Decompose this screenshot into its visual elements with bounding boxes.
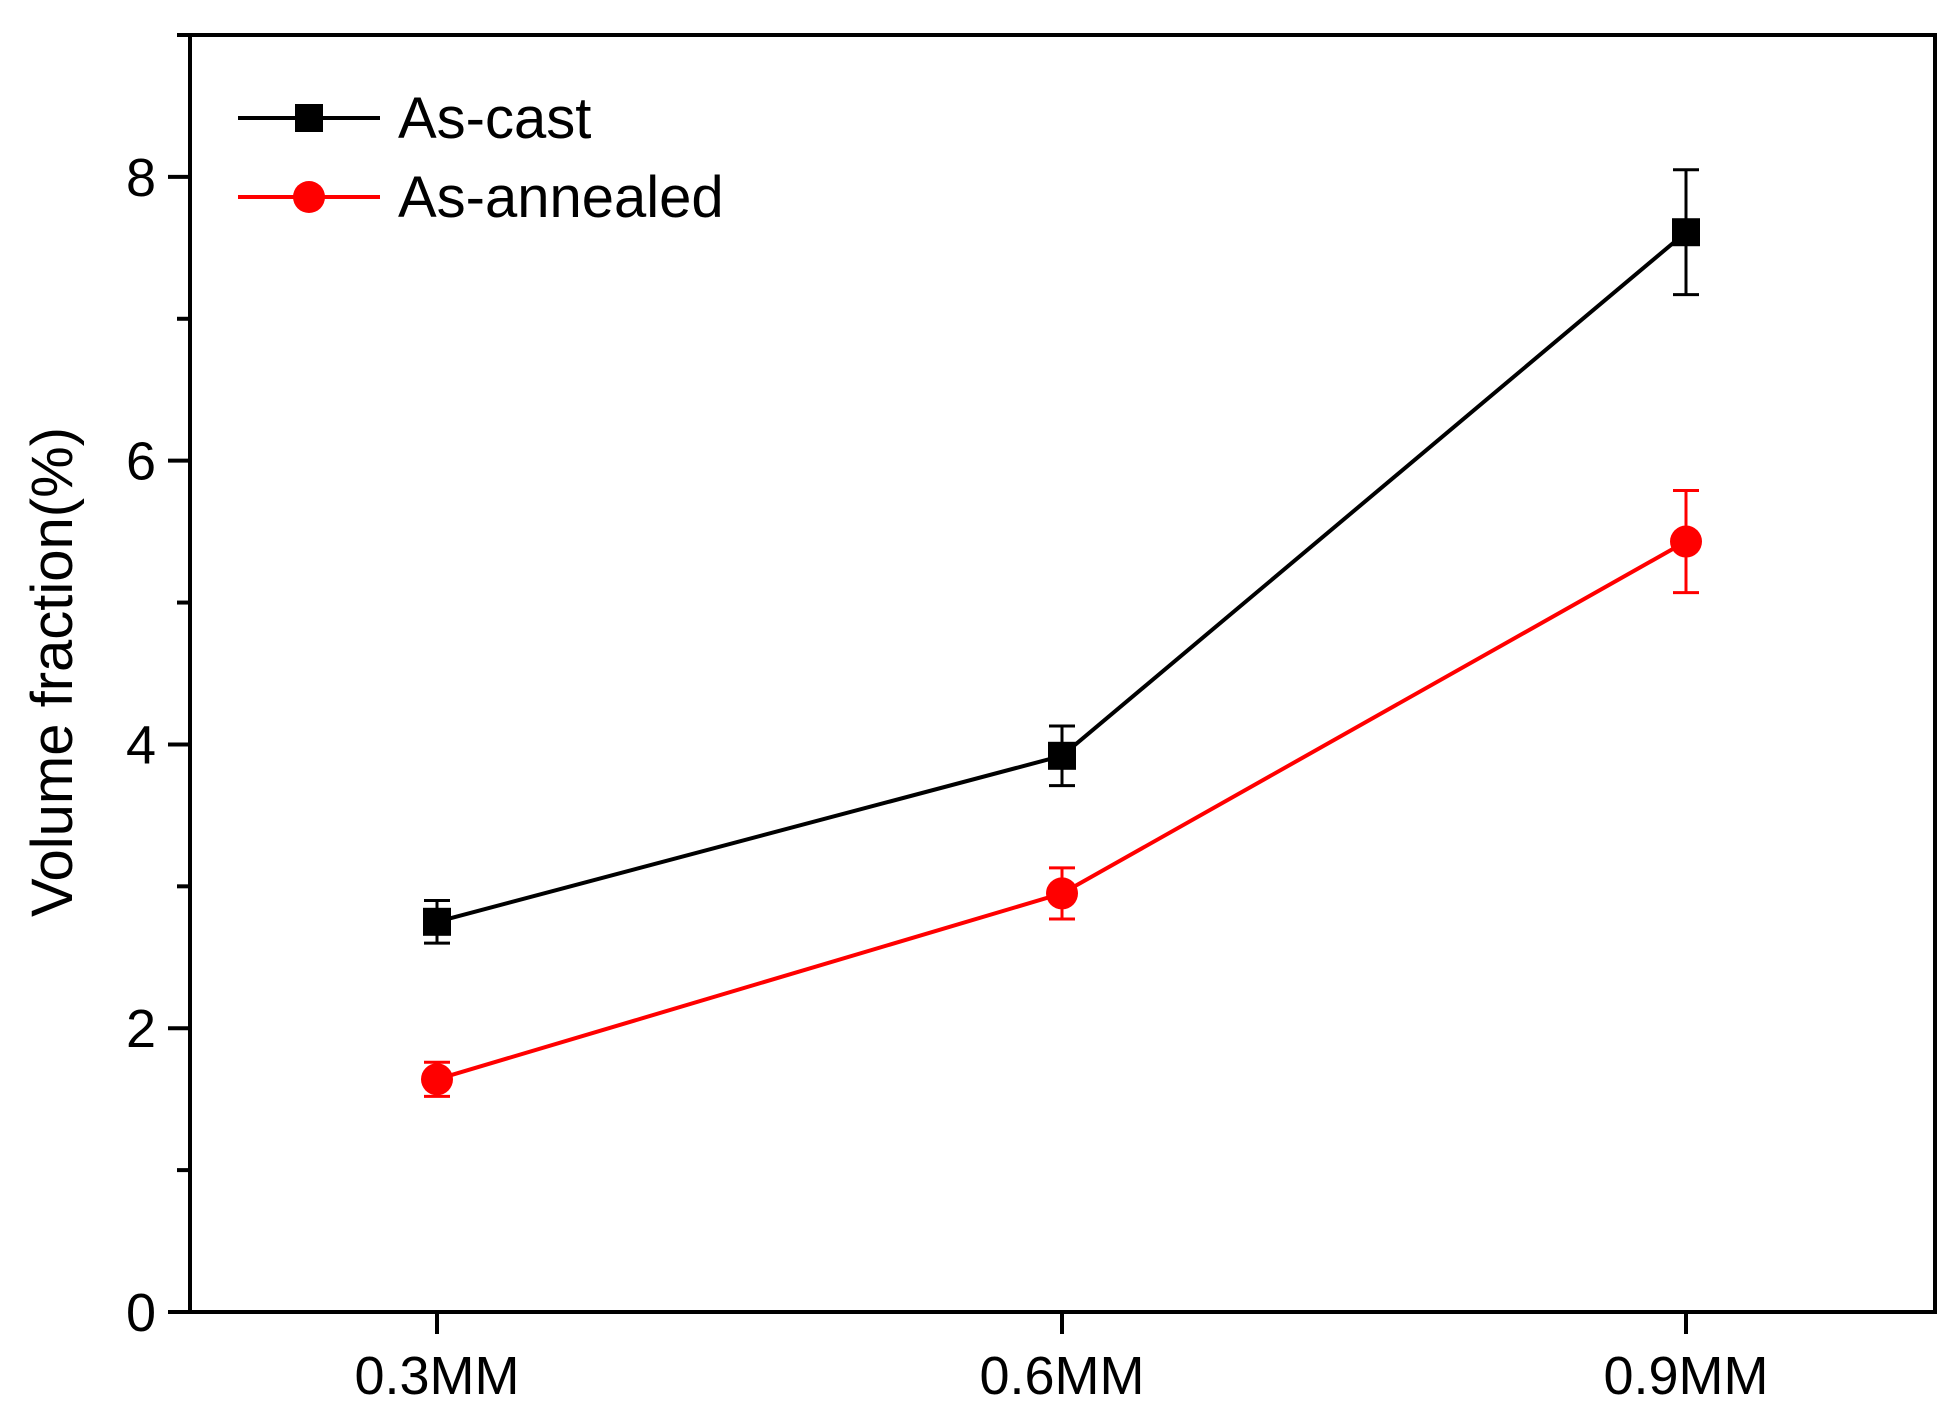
legend-label: As-annealed [398, 165, 724, 230]
data-point [1672, 218, 1700, 247]
x-tick-label: 0.3MM [354, 1346, 519, 1406]
legend-marker [295, 104, 323, 132]
y-tick-label: 0 [126, 1283, 156, 1343]
data-point [421, 1063, 453, 1096]
y-tick-label: 8 [126, 148, 156, 208]
y-tick-label: 4 [126, 715, 156, 775]
y-axis-title: Volume fraction(%) [20, 427, 85, 917]
x-axis: 0.3MM 0.6MM 0.9MM [354, 1312, 1769, 1406]
legend-entry-2: As-annealed [238, 165, 724, 230]
series-line [436, 230, 1688, 924]
data-point [1048, 741, 1076, 770]
legend-marker [293, 181, 325, 213]
series-layer [421, 168, 1702, 1098]
series-line [436, 539, 1687, 1082]
series-1 [423, 168, 1700, 945]
series-2 [421, 488, 1702, 1098]
x-tick-label: 0.6MM [979, 1346, 1144, 1406]
x-tick-label: 0.9MM [1603, 1346, 1768, 1406]
legend-label: As-cast [398, 86, 591, 151]
y-tick-label: 2 [126, 999, 156, 1059]
data-point [1670, 525, 1702, 558]
legend-entry-1: As-cast [238, 86, 591, 151]
data-point [1046, 877, 1078, 910]
legend: As-cast As-annealed [238, 86, 724, 230]
y-tick-label: 6 [126, 432, 156, 492]
data-point [423, 907, 451, 936]
y-axis: 0 2 4 6 8 [126, 33, 190, 1343]
